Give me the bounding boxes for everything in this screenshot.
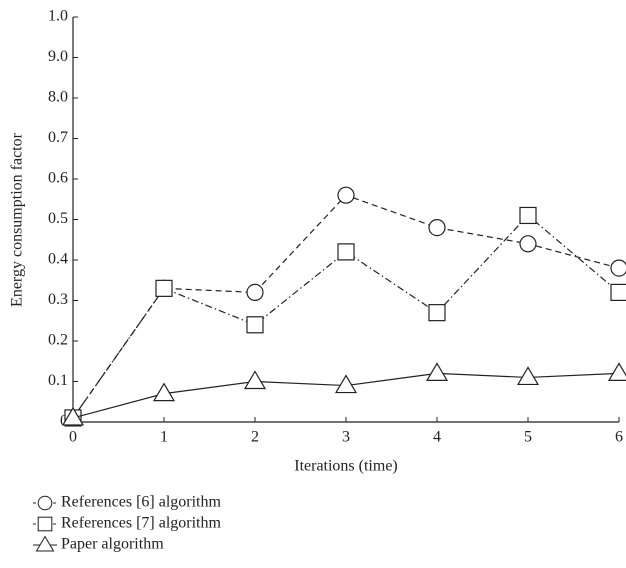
x-tick-label: 2 [251,429,259,446]
x-tick-label: 6 [615,429,623,446]
point [246,283,264,301]
x-tick-label: 5 [524,429,532,446]
y-tick-label: 1.0 [48,8,68,25]
point [428,304,446,322]
point [152,382,176,402]
point [337,243,355,261]
point [610,283,626,301]
y-axis-label: Energy consumption factor [9,132,26,307]
x-tick-label: 3 [342,429,350,446]
y-tick-label: 0 [60,413,68,430]
x-tick-label: 0 [69,429,77,446]
legend-marker [35,535,55,552]
point [607,362,626,381]
x-axis-label: Iterations (time) [294,458,398,475]
point [243,370,267,390]
point [519,206,537,225]
point [425,362,449,381]
legend-label: Paper algorithm [61,536,164,553]
x-tick-label: 4 [433,429,441,446]
y-tick-label: 0.3 [48,291,68,308]
point [428,219,446,237]
point [246,316,264,334]
point [610,259,626,277]
legend-label: References [7] algorithm [61,515,221,532]
legend-label: References [6] algorithm [61,494,221,511]
y-tick-label: 0.5 [48,210,68,227]
legend-marker [37,495,53,511]
point [61,406,85,426]
legend-marker [37,516,53,532]
y-tick-label: 0.4 [48,251,68,268]
point [519,235,537,253]
point [516,366,540,386]
y-tick-label: 0.1 [48,372,68,389]
point [334,374,358,394]
y-tick-label: 0.6 [48,170,68,187]
y-tick-label: 9.0 [48,48,68,65]
y-tick-label: 0.7 [48,129,68,146]
y-tick-label: 0.2 [48,332,68,349]
y-tick-label: 8.0 [48,89,68,106]
x-tick-label: 1 [160,429,168,446]
point [337,186,355,204]
point [155,279,173,297]
